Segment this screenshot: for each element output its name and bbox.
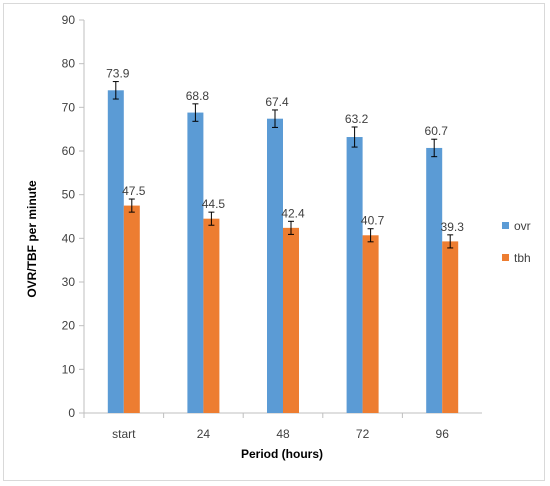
bar-tbh (203, 218, 220, 413)
data-label-ovr: 67.4 (265, 95, 289, 109)
data-label-ovr: 63.2 (345, 112, 369, 126)
y-tick-label: 30 (62, 275, 76, 289)
legend: ovr tbh (502, 219, 531, 265)
data-labels-layer: 73.9 47.5 68.8 44.5 67.4 42.4 63.2 40.7 60.7 39.3 (106, 67, 464, 234)
x-axis: start 24 48 72 96 (83, 412, 482, 441)
bar-ovr (267, 118, 283, 413)
x-tick-label: 96 (436, 427, 450, 441)
y-tick-label: 0 (68, 406, 75, 420)
data-label-ovr: 68.8 (186, 89, 210, 103)
data-label-ovr: 73.9 (106, 67, 130, 81)
x-tick-label: 72 (356, 427, 370, 441)
x-tick-label: 48 (276, 427, 290, 441)
bar-ovr (107, 90, 124, 413)
legend-label-ovr: ovr (514, 219, 531, 233)
bar-ovr (426, 147, 443, 413)
bar-ovr (187, 112, 204, 413)
data-label-tbh: 44.5 (202, 197, 226, 211)
data-label-tbh: 47.5 (122, 184, 146, 198)
x-tick-label: start (112, 427, 136, 441)
data-label-tbh: 39.3 (441, 220, 465, 234)
y-axis: 0 10 20 30 40 50 60 70 80 90 (62, 13, 85, 420)
data-label-tbh: 42.4 (281, 206, 305, 220)
y-tick-label: 90 (62, 13, 76, 27)
bar-tbh (442, 241, 459, 413)
error-bars-layer (112, 81, 454, 249)
y-tick-label: 60 (62, 144, 76, 158)
data-label-ovr: 60.7 (425, 124, 449, 138)
y-tick-label: 40 (62, 231, 76, 245)
bar-tbh (123, 205, 140, 413)
y-tick-label: 70 (62, 100, 76, 114)
legend-swatch-ovr (502, 222, 509, 229)
y-tick-label: 20 (62, 319, 76, 333)
x-axis-title: Period (hours) (241, 447, 323, 461)
y-tick-label: 10 (62, 362, 76, 376)
bar-tbh (283, 227, 299, 413)
bar-ovr (346, 137, 363, 413)
x-tick-label: 24 (197, 427, 211, 441)
legend-swatch-tbh (502, 254, 509, 261)
legend-label-tbh: tbh (514, 251, 531, 265)
data-label-tbh: 40.7 (361, 214, 385, 228)
bars-layer (107, 90, 459, 413)
y-tick-label: 80 (62, 57, 76, 71)
bar-tbh (362, 235, 379, 413)
y-tick-label: 50 (62, 188, 76, 202)
y-axis-title: OVR/TBF per minute (25, 180, 39, 298)
